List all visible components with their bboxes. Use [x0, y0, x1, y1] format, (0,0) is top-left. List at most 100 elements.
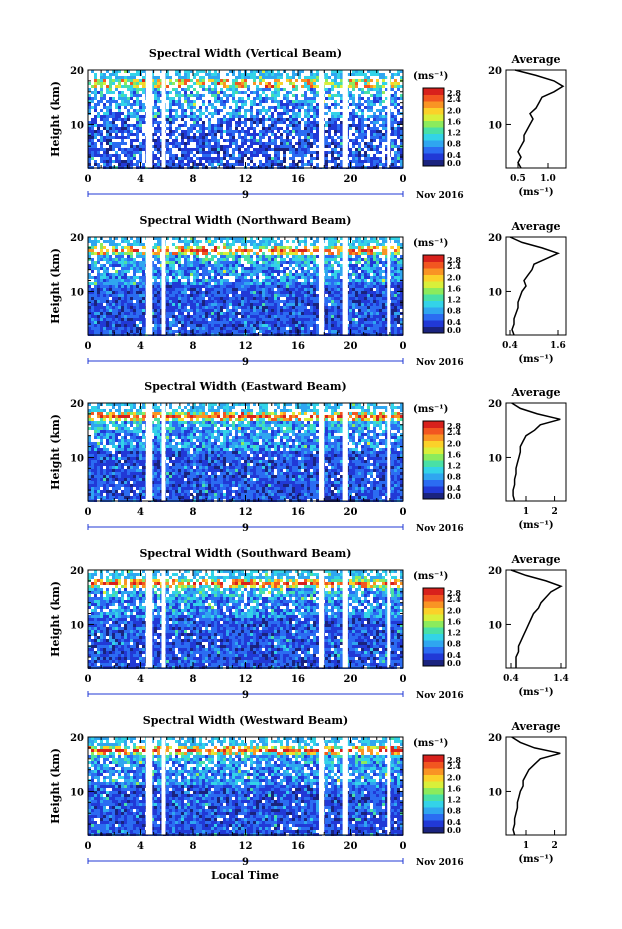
heatmap-cell	[265, 282, 268, 285]
heatmap-cell	[124, 315, 127, 318]
heatmap-cell	[235, 267, 238, 270]
heatmap-cell	[232, 91, 235, 94]
heatmap-cell	[298, 133, 301, 136]
heatmap-cell	[247, 252, 250, 255]
heatmap-cell	[283, 327, 286, 330]
heatmap-cell	[136, 118, 139, 121]
heatmap-cell	[103, 103, 106, 106]
heatmap-cell	[226, 73, 229, 76]
heatmap-cell	[304, 103, 307, 106]
heatmap-cell	[127, 276, 130, 279]
heatmap-cell	[238, 109, 241, 112]
heatmap-cell	[238, 321, 241, 324]
heatmap-cell	[337, 85, 340, 88]
heatmap-cell	[328, 297, 331, 300]
heatmap-cell	[178, 76, 181, 79]
heatmap-cell	[226, 130, 229, 133]
heatmap-cell	[274, 124, 277, 127]
heatmap-cell	[307, 255, 310, 258]
heatmap-cell	[238, 276, 241, 279]
heatmap-cell	[175, 142, 178, 145]
heatmap-cell	[214, 267, 217, 270]
heatmap-cell	[259, 327, 262, 330]
heatmap-cell	[136, 148, 139, 151]
heatmap-cell	[154, 82, 157, 85]
heatmap-cell	[166, 270, 169, 273]
heatmap-cell	[277, 88, 280, 91]
heatmap-cell	[280, 270, 283, 273]
heatmap-cell	[235, 115, 238, 118]
heatmap-cell	[295, 300, 298, 303]
heatmap-cell	[217, 282, 220, 285]
heatmap-cell	[130, 151, 133, 154]
heatmap-cell	[220, 291, 223, 294]
heatmap-cell	[271, 306, 274, 309]
heatmap-cell	[184, 109, 187, 112]
heatmap-cell	[136, 130, 139, 133]
heatmap-cell	[277, 324, 280, 327]
heatmap-cell	[94, 294, 97, 297]
heatmap-cell	[118, 70, 121, 73]
heatmap-cell	[208, 303, 211, 306]
heatmap-cell	[307, 100, 310, 103]
heatmap-cell	[310, 97, 313, 100]
heatmap-cell	[355, 106, 358, 109]
heatmap-cell	[181, 273, 184, 276]
heatmap-cell	[253, 79, 256, 82]
heatmap-cell	[295, 312, 298, 315]
heatmap-cell	[112, 136, 115, 139]
heatmap-cell	[217, 273, 220, 276]
heatmap-cell	[202, 279, 205, 282]
heatmap-cell	[193, 112, 196, 115]
heatmap-cell	[370, 157, 373, 160]
heatmap-cell	[301, 255, 304, 258]
heatmap-cell	[196, 306, 199, 309]
heatmap-cell	[130, 285, 133, 288]
heatmap-cell	[295, 330, 298, 333]
heatmap-cell	[106, 160, 109, 163]
heatmap-cell	[352, 82, 355, 85]
heatmap-cell	[334, 255, 337, 258]
heatmap-cell	[136, 139, 139, 142]
heatmap-cell	[205, 160, 208, 163]
heatmap-cell	[295, 100, 298, 103]
heatmap-cell	[169, 100, 172, 103]
heatmap-cell	[298, 139, 301, 142]
heatmap-cell	[358, 133, 361, 136]
heatmap-cell	[250, 127, 253, 130]
heatmap-cell	[268, 109, 271, 112]
heatmap-cell	[106, 76, 109, 79]
heatmap-cell	[184, 255, 187, 258]
heatmap-cell	[151, 85, 154, 88]
heatmap-cell	[289, 142, 292, 145]
heatmap-cell	[331, 151, 334, 154]
heatmap-cell	[313, 303, 316, 306]
heatmap-cell	[373, 73, 376, 76]
heatmap-cell	[349, 85, 352, 88]
heatmap-cell	[127, 148, 130, 151]
heatmap-cell	[226, 291, 229, 294]
heatmap-cell	[262, 300, 265, 303]
heatmap-cell	[142, 115, 145, 118]
heatmap-cell	[106, 270, 109, 273]
heatmap-cell	[250, 273, 253, 276]
heatmap-cell	[190, 270, 193, 273]
heatmap-cell	[199, 118, 202, 121]
heatmap-cell	[250, 282, 253, 285]
heatmap-cell	[205, 261, 208, 264]
heatmap-cell	[106, 297, 109, 300]
heatmap-cell	[229, 94, 232, 97]
heatmap-cell	[271, 97, 274, 100]
heatmap-cell	[124, 151, 127, 154]
heatmap-cell	[247, 145, 250, 148]
heatmap-cell	[91, 318, 94, 321]
heatmap-cell	[307, 288, 310, 291]
heatmap-cell	[157, 76, 160, 79]
heatmap-cell	[151, 294, 154, 297]
heatmap-cell	[127, 103, 130, 106]
heatmap-cell	[166, 321, 169, 324]
heatmap-cell	[250, 315, 253, 318]
heatmap-cell	[184, 82, 187, 85]
heatmap-cell	[103, 324, 106, 327]
heatmap-cell	[205, 282, 208, 285]
